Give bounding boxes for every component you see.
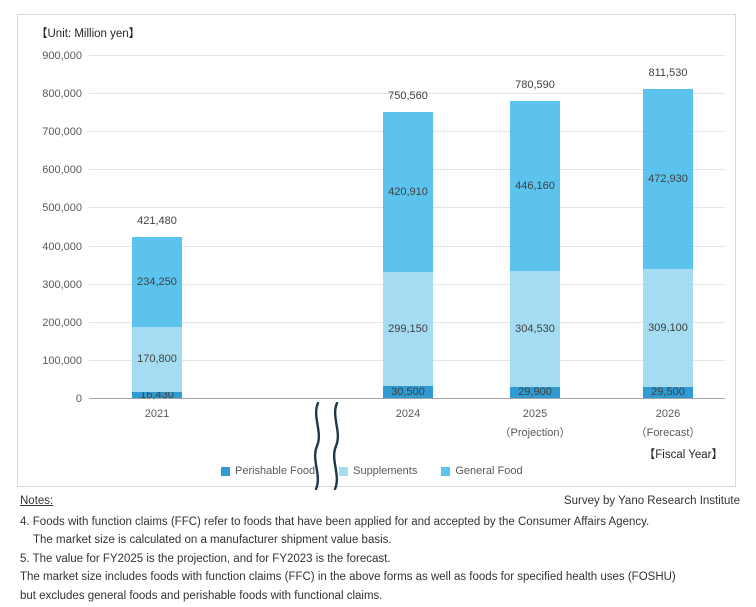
y-axis-tick-label: 700,000 <box>42 126 82 139</box>
bar-segment-supplements: 309,100 <box>643 268 693 387</box>
gridline <box>89 55 725 56</box>
bar-segment-supplements: 304,530 <box>510 270 560 387</box>
x-tick-qualifier: （Forecast） <box>635 427 701 439</box>
x-axis-tick-label: 2025 （Projection） <box>470 407 600 440</box>
segment-value-label: 170,800 <box>137 353 177 366</box>
note-line: 5. The value for FY2025 is the projectio… <box>20 552 391 565</box>
segment-value-label: 234,250 <box>137 276 177 289</box>
x-axis-tick-label: 2024 <box>343 407 473 421</box>
y-axis-tick-label: 800,000 <box>42 88 82 101</box>
y-axis-tick-label: 900,000 <box>42 50 82 62</box>
legend-item-supplements: Supplements <box>339 465 417 477</box>
segment-value-label: 472,930 <box>648 172 688 185</box>
y-axis-tick-label: 600,000 <box>42 164 82 177</box>
bar-segment-general-food: 472,930 <box>643 88 693 269</box>
x-axis-tick-label: 2026 （Forecast） <box>603 407 733 440</box>
legend-item-general-food: General Food <box>441 465 523 477</box>
y-axis-tick-label: 100,000 <box>42 354 82 367</box>
y-axis-tick-label: 300,000 <box>42 278 82 291</box>
bar-segment-perishable-food: 16,430 <box>132 388 182 401</box>
legend-swatch-icon <box>339 466 349 476</box>
x-tick-year: 2024 <box>395 408 421 420</box>
bar-segment-supplements: 170,800 <box>132 326 182 392</box>
legend-swatch-icon <box>221 466 230 476</box>
segment-value-label: 420,910 <box>388 186 428 199</box>
x-tick-qualifier: （Projection） <box>499 427 571 439</box>
y-axis-tick-label: 200,000 <box>42 316 82 329</box>
segment-value-label: 29,500 <box>651 386 685 399</box>
segment-value-label: 29,900 <box>518 386 552 399</box>
total-value-label: 421,480 <box>137 215 177 228</box>
x-tick-year: 2021 <box>144 408 170 420</box>
segment-value-label: 16,430 <box>140 388 174 401</box>
segment-value-label: 309,100 <box>648 321 688 334</box>
notes-section: Notes: Survey by Yano Research Institute… <box>20 492 740 605</box>
x-tick-year: 2025 <box>522 408 548 420</box>
bar-segment-perishable-food: 30,500 <box>383 386 433 398</box>
bar-2021: 16,430 170,800 234,250 421,480 <box>132 215 182 401</box>
legend-label: Perishable Food <box>235 465 316 477</box>
y-axis-tick-label: 0 <box>75 393 82 405</box>
y-axis-tick-label: 400,000 <box>42 240 82 253</box>
y-axis-tick-label: 500,000 <box>42 202 82 215</box>
bar-segment-general-food: 446,160 <box>510 100 560 271</box>
chart-frame: 【Unit: Million yen】 16,430 170,800 234,250… <box>17 14 736 490</box>
legend-label: Supplements <box>353 465 418 477</box>
note-line: but excludes general foods and perishabl… <box>20 589 383 602</box>
note-line: 4. Foods with function claims (FFC) refe… <box>20 515 650 528</box>
unit-label: 【Unit: Million yen】 <box>36 28 141 40</box>
notes-heading: Notes: <box>20 495 54 507</box>
segment-value-label: 304,530 <box>515 322 555 335</box>
total-value-label: 811,530 <box>648 66 688 79</box>
x-axis-tick-label: 2021 <box>92 407 222 421</box>
bar-segment-supplements: 299,150 <box>383 272 433 387</box>
x-tick-year: 2026 <box>655 408 681 420</box>
note-line: The market size is calculated on a manuf… <box>33 534 392 546</box>
legend-item-perishable-food: Perishable Food <box>221 465 315 477</box>
x-axis-line <box>89 398 725 399</box>
bar-segment-general-food: 234,250 <box>132 237 182 327</box>
note-line: The market size includes foods with func… <box>20 571 676 583</box>
total-value-label: 780,590 <box>515 78 555 91</box>
segment-value-label: 299,150 <box>388 323 428 336</box>
bar-segment-perishable-food: 29,900 <box>510 386 560 399</box>
total-value-label: 750,560 <box>388 89 428 102</box>
bar-2025: 29,900 304,530 446,160 780,590 <box>510 79 560 399</box>
legend: Perishable Food Supplements General Food <box>221 465 523 477</box>
gridline <box>89 93 725 95</box>
plot-area: 16,430 170,800 234,250 421,480 30,500 299,150… <box>89 55 725 490</box>
segment-value-label: 446,160 <box>515 179 555 192</box>
bar-2026: 29,500 309,100 472,930 811,530 <box>643 67 693 399</box>
bar-2024: 30,500 299,150 420,910 750,560 <box>383 90 433 398</box>
segment-value-label: 30,500 <box>391 386 425 399</box>
survey-credit: Survey by Yano Research Institute <box>563 495 740 507</box>
bar-segment-general-food: 420,910 <box>383 111 433 273</box>
legend-swatch-icon <box>441 466 451 476</box>
legend-label: General Food <box>455 465 523 477</box>
fiscal-year-label: 【Fiscal Year】 <box>643 449 723 461</box>
bar-segment-perishable-food: 29,500 <box>643 386 693 399</box>
axis-break-icon <box>313 402 340 490</box>
